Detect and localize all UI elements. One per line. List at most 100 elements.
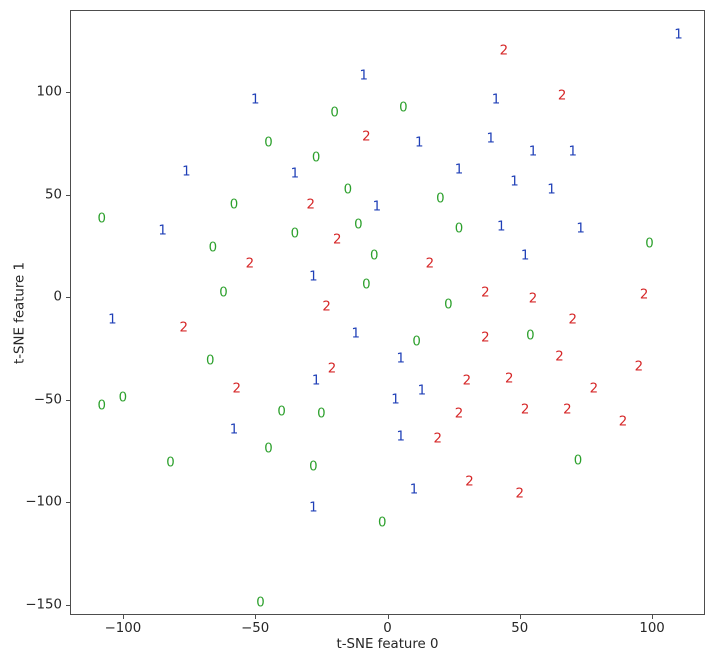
x-axis-label: t-SNE feature 0	[337, 637, 439, 652]
data-point-class-1: 1	[312, 374, 320, 389]
data-point-class-1: 1	[108, 312, 116, 327]
plot-area: −100−50050100−150−100−500501001111111111…	[70, 10, 705, 615]
ytick-label: −100	[25, 495, 62, 510]
data-point-class-0: 0	[309, 460, 317, 475]
data-point-class-0: 0	[256, 595, 264, 610]
data-point-class-0: 0	[330, 105, 338, 120]
xtick-label: 100	[639, 621, 664, 636]
data-point-class-1: 1	[486, 132, 494, 147]
data-point-class-1: 1	[251, 93, 259, 108]
data-point-class-0: 0	[444, 298, 452, 313]
ytick	[66, 502, 70, 503]
data-point-class-2: 2	[333, 232, 341, 247]
data-point-class-2: 2	[563, 402, 571, 417]
data-point-class-2: 2	[232, 382, 240, 397]
data-point-class-2: 2	[307, 197, 315, 212]
data-point-class-0: 0	[399, 101, 407, 116]
data-point-class-2: 2	[322, 300, 330, 315]
ytick	[66, 605, 70, 606]
xtick-label: 50	[511, 621, 528, 636]
data-point-class-2: 2	[505, 372, 513, 387]
ytick-label: 50	[45, 187, 62, 202]
data-point-class-2: 2	[555, 349, 563, 364]
data-point-class-1: 1	[529, 144, 537, 159]
data-point-class-0: 0	[645, 236, 653, 251]
data-point-class-0: 0	[98, 212, 106, 227]
ytick-label: 0	[54, 290, 62, 305]
data-point-class-0: 0	[574, 454, 582, 469]
xtick	[255, 615, 256, 619]
spine-top	[70, 10, 705, 11]
data-point-class-0: 0	[119, 390, 127, 405]
data-point-class-0: 0	[291, 226, 299, 241]
ytick-label: 100	[37, 85, 62, 100]
data-point-class-0: 0	[230, 197, 238, 212]
ytick-label: −50	[34, 392, 62, 407]
data-point-class-0: 0	[344, 183, 352, 198]
data-point-class-1: 1	[497, 220, 505, 235]
xtick-label: −50	[241, 621, 269, 636]
data-point-class-1: 1	[352, 327, 360, 342]
data-point-class-0: 0	[455, 222, 463, 237]
data-point-class-0: 0	[264, 441, 272, 456]
data-point-class-2: 2	[481, 331, 489, 346]
data-point-class-0: 0	[354, 218, 362, 233]
data-point-class-1: 1	[396, 351, 404, 366]
data-point-class-1: 1	[230, 423, 238, 438]
data-point-class-1: 1	[418, 384, 426, 399]
data-point-class-2: 2	[529, 292, 537, 307]
y-axis-label: t-SNE feature 1	[13, 262, 28, 364]
data-point-class-1: 1	[291, 167, 299, 182]
data-point-class-1: 1	[391, 392, 399, 407]
data-point-class-1: 1	[568, 144, 576, 159]
data-point-class-2: 2	[465, 474, 473, 489]
data-point-class-1: 1	[182, 165, 190, 180]
data-point-class-0: 0	[98, 398, 106, 413]
data-point-class-1: 1	[158, 224, 166, 239]
data-point-class-2: 2	[246, 257, 254, 272]
data-point-class-1: 1	[396, 429, 404, 444]
data-point-class-1: 1	[410, 482, 418, 497]
data-point-class-2: 2	[455, 407, 463, 422]
data-point-class-2: 2	[516, 487, 524, 502]
data-point-class-2: 2	[434, 431, 442, 446]
data-point-class-1: 1	[510, 175, 518, 190]
data-point-class-0: 0	[209, 240, 217, 255]
ytick-label: −150	[25, 597, 62, 612]
ytick	[66, 195, 70, 196]
data-point-class-2: 2	[180, 320, 188, 335]
ytick	[66, 400, 70, 401]
data-point-class-2: 2	[328, 361, 336, 376]
data-point-class-2: 2	[558, 89, 566, 104]
xtick	[652, 615, 653, 619]
data-point-class-2: 2	[500, 44, 508, 59]
data-point-class-2: 2	[481, 286, 489, 301]
xtick	[123, 615, 124, 619]
xtick-label: 0	[383, 621, 391, 636]
data-point-class-0: 0	[436, 191, 444, 206]
ytick	[66, 297, 70, 298]
data-point-class-1: 1	[576, 222, 584, 237]
data-point-class-1: 1	[674, 27, 682, 42]
data-point-class-0: 0	[370, 249, 378, 264]
data-point-class-2: 2	[426, 257, 434, 272]
data-point-class-0: 0	[206, 353, 214, 368]
data-point-class-0: 0	[317, 407, 325, 422]
data-point-class-0: 0	[312, 150, 320, 165]
spine-left	[70, 10, 71, 615]
data-point-class-0: 0	[166, 456, 174, 471]
data-point-class-2: 2	[463, 374, 471, 389]
data-point-class-1: 1	[373, 199, 381, 214]
spine-right	[704, 10, 705, 615]
figure: −100−50050100−150−100−500501001111111111…	[0, 0, 717, 657]
data-point-class-0: 0	[219, 286, 227, 301]
data-point-class-2: 2	[521, 402, 529, 417]
ytick	[66, 92, 70, 93]
data-point-class-0: 0	[412, 335, 420, 350]
data-point-class-1: 1	[455, 162, 463, 177]
data-point-class-1: 1	[521, 249, 529, 264]
data-point-class-2: 2	[619, 415, 627, 430]
xtick	[520, 615, 521, 619]
data-point-class-0: 0	[378, 515, 386, 530]
data-point-class-2: 2	[362, 130, 370, 145]
